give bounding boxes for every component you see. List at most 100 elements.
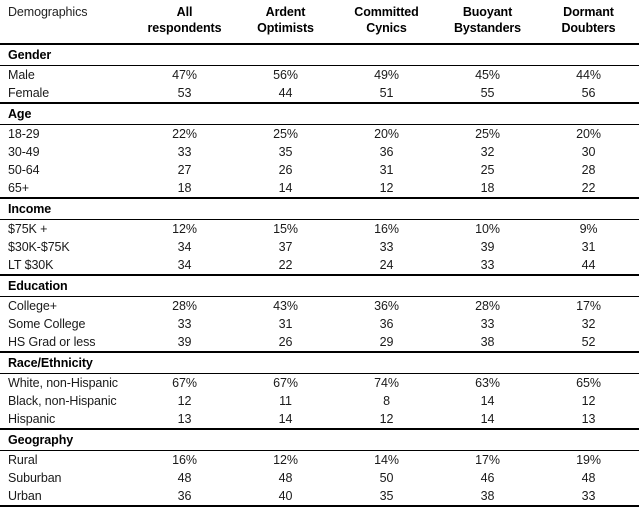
table-row-female: Female 53 44 51 55 56 [0,84,639,103]
row-label: $30K-$75K [8,240,70,254]
cell-value: 26 [278,163,293,177]
row-label: Urban [8,489,42,503]
table-header-row: Demographics All respondents Ardent Opti… [0,0,639,45]
row-label: 18-29 [8,127,40,141]
cell-value: 31 [581,240,596,254]
row-label: Some College [8,317,86,331]
cell-value: 35 [379,489,394,503]
cell-value: 26 [278,335,293,349]
row-label: 30-49 [8,145,40,159]
cell-value: 44% [576,68,601,82]
section-title: Race/Ethnicity [0,351,639,374]
cell-value: 29 [379,335,394,349]
cell-value: 17% [475,453,500,467]
cell-value: 33 [480,258,495,272]
cell-value: 35 [278,145,293,159]
table-row-18-29: 18-29 22% 25% 20% 25% 20% [0,125,639,144]
cell-value: 24 [379,258,394,272]
cell-value: 50 [379,471,394,485]
row-label: White, non-Hispanic [8,376,118,390]
section-header-gender: Gender [0,43,639,66]
cell-value: 52 [581,335,596,349]
table-row-50-64: 50-64 27 26 31 25 28 [0,161,639,179]
cell-value: 48 [581,471,596,485]
cell-value: 47% [172,68,197,82]
table-row-hs-grad-or-less: HS Grad or less 39 26 29 38 52 [0,333,639,352]
cell-value: 20% [576,127,601,141]
cell-value: 22 [278,258,293,272]
cell-value: 19% [576,453,601,467]
cell-value: 33 [177,145,192,159]
cell-value: 28% [475,299,500,313]
column-header-ardent-optimists: Ardent Optimists [235,0,336,45]
row-label: HS Grad or less [8,335,96,349]
cell-value: 10% [475,222,500,236]
cell-value: 53 [177,86,192,100]
cell-value: 18 [480,181,495,195]
cell-value: 22% [172,127,197,141]
section-title: Age [0,102,639,125]
table-row-65-plus: 65+ 18 14 12 18 22 [0,179,639,198]
cell-value: 33 [379,240,394,254]
cell-value: 67% [273,376,298,390]
column-header-dormant-doubters: Dormant Doubters [538,0,639,45]
cell-value: 44 [278,86,293,100]
cell-value: 33 [177,317,192,331]
cell-value: 46 [480,471,495,485]
cell-value: 9% [579,222,598,236]
table-row-hispanic: Hispanic 13 14 12 14 13 [0,410,639,429]
row-label: Suburban [8,471,62,485]
cell-value: 37 [278,240,293,254]
table-row-lt-30k: LT $30K 34 22 24 33 44 [0,256,639,275]
cell-value: 12 [379,412,394,426]
cell-value: 25 [480,163,495,177]
corner-label: Demographics [0,0,134,45]
cell-value: 45% [475,68,500,82]
cell-value: 17% [576,299,601,313]
cell-value: 25% [273,127,298,141]
table-row-30-49: 30-49 33 35 36 32 30 [0,143,639,161]
cell-value: 43% [273,299,298,313]
column-header-buoyant-bystanders: Buoyant Bystanders [437,0,538,45]
column-header-all-respondents: All respondents [134,0,235,45]
table-row-75k-plus: $75K + 12% 15% 16% 10% 9% [0,220,639,239]
cell-value: 12% [273,453,298,467]
row-label: 50-64 [8,163,40,177]
cell-value: 8 [383,394,390,408]
cell-value: 49% [374,68,399,82]
cell-value: 39 [177,335,192,349]
cell-value: 30 [581,145,596,159]
section-header-income: Income [0,197,639,220]
cell-value: 13 [581,412,596,426]
section-title: Geography [0,428,639,451]
cell-value: 36 [177,489,192,503]
row-label: Male [8,68,35,82]
section-header-geography: Geography [0,428,639,451]
cell-value: 14 [480,394,495,408]
section-header-race-ethnicity: Race/Ethnicity [0,351,639,374]
cell-value: 55 [480,86,495,100]
cell-value: 15% [273,222,298,236]
cell-value: 14 [278,181,293,195]
cell-value: 32 [581,317,596,331]
cell-value: 40 [278,489,293,503]
cell-value: 67% [172,376,197,390]
table-row-suburban: Suburban 48 48 50 46 48 [0,469,639,487]
cell-value: 38 [480,335,495,349]
cell-value: 36 [379,317,394,331]
section-title: Income [0,197,639,220]
cell-value: 12 [581,394,596,408]
column-header-committed-cynics: Committed Cynics [336,0,437,45]
cell-value: 63% [475,376,500,390]
cell-value: 25% [475,127,500,141]
cell-value: 22 [581,181,596,195]
cell-value: 12 [177,394,192,408]
cell-value: 39 [480,240,495,254]
cell-value: 18 [177,181,192,195]
row-label: Hispanic [8,412,56,426]
cell-value: 14 [278,412,293,426]
table-row-white-non-hispanic: White, non-Hispanic 67% 67% 74% 63% 65% [0,374,639,393]
cell-value: 44 [581,258,596,272]
cell-value: 74% [374,376,399,390]
